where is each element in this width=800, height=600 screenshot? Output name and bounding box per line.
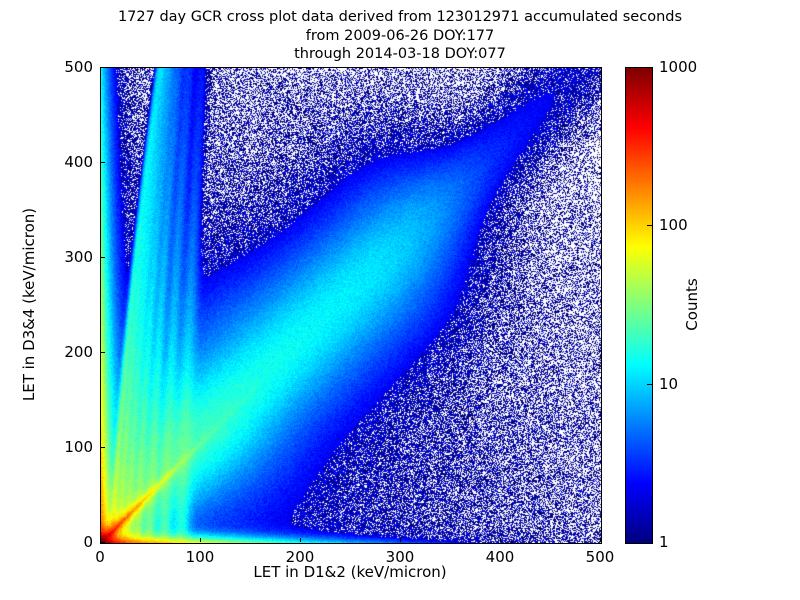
plot-area (100, 67, 602, 544)
x-tick-label: 100 (185, 548, 215, 566)
y-tick-mark (101, 257, 105, 258)
y-tick-label: 0 (83, 533, 93, 551)
colorbar-gradient (626, 68, 652, 543)
y-tick-label: 200 (64, 343, 93, 361)
x-tick-mark (400, 538, 401, 542)
y-tick-label: 400 (64, 153, 93, 171)
x-tick-label: 500 (585, 548, 615, 566)
chart-title: 1727 day GCR cross plot data derived fro… (117, 9, 683, 63)
y-tick-label: 500 (64, 58, 93, 76)
colorbar-tick-label: 10 (659, 374, 679, 393)
colorbar-tick-label: 1 (659, 533, 669, 551)
colorbar-title: Counts (683, 278, 701, 331)
y-axis-title: LET in D3&4 (keV/micron) (20, 207, 38, 402)
x-tick-mark (100, 538, 101, 542)
x-axis-title: LET in D1&2 (keV/micron) (253, 563, 447, 581)
y-tick-label: 100 (64, 438, 93, 456)
colorbar-tick-mark (647, 383, 652, 385)
y-tick-mark (101, 67, 105, 68)
y-tick-label: 300 (64, 248, 93, 266)
y-tick-mark (101, 352, 105, 353)
x-tick-label: 400 (485, 548, 515, 566)
x-tick-mark (300, 538, 301, 542)
x-tick-label: 0 (95, 548, 105, 566)
x-tick-label: 300 (385, 548, 415, 566)
colorbar-tick-label: 1000 (659, 58, 698, 76)
density-scatter-canvas (101, 68, 601, 543)
x-tick-mark (600, 538, 601, 542)
x-tick-mark (500, 538, 501, 542)
y-tick-mark (101, 162, 105, 163)
colorbar-tick-mark (647, 225, 652, 227)
y-tick-mark (101, 447, 105, 448)
colorbar-tick-label: 100 (659, 216, 688, 235)
y-tick-mark (101, 542, 105, 543)
x-tick-mark (200, 538, 201, 542)
colorbar (625, 67, 653, 544)
x-tick-label: 200 (285, 548, 315, 566)
